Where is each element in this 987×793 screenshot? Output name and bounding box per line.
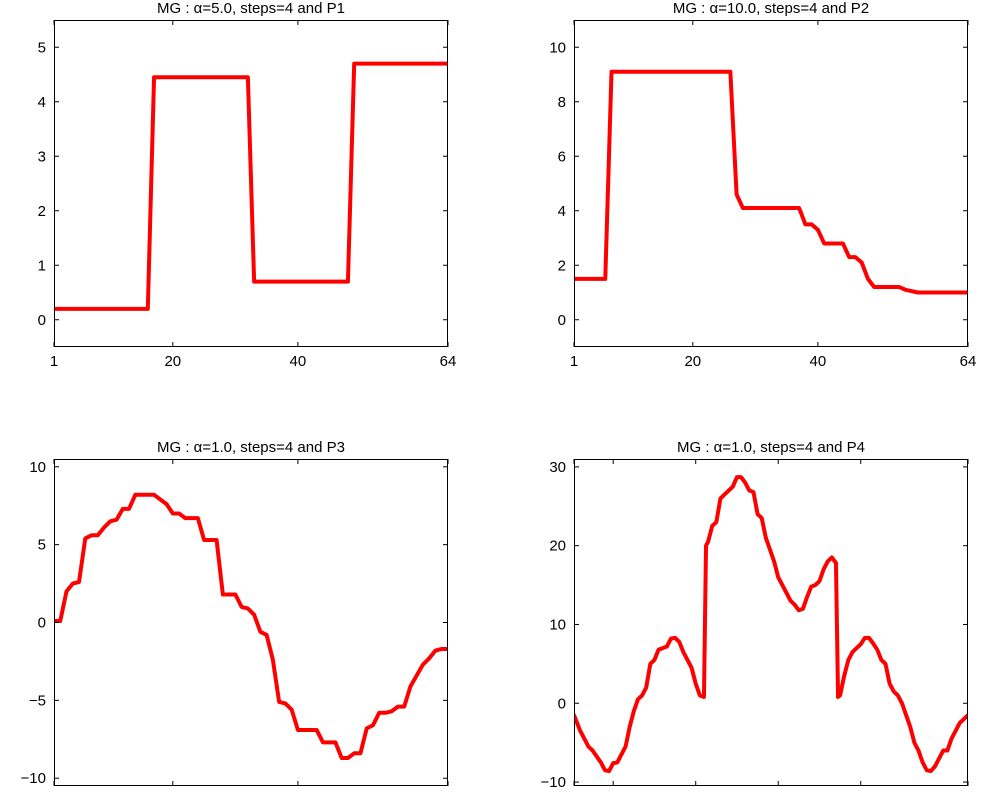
x-tick-label: 1 xyxy=(570,353,578,370)
y-tick-label: 10 xyxy=(549,39,566,56)
y-tick-label: 1 xyxy=(38,257,46,274)
y-tick-label: 8 xyxy=(558,94,566,111)
axes-box xyxy=(574,459,968,786)
y-tick-label: −10 xyxy=(21,770,46,787)
chart-panel-2: MG : α=10.0, steps=4 and P2 1 20 40 64 0 2 4 6 8 1… xyxy=(549,0,976,370)
axes-box xyxy=(54,20,448,347)
y-tick-label: 2 xyxy=(38,203,46,220)
y-tick-label: 20 xyxy=(549,538,566,555)
chart-title: MG : α=1.0, steps=4 and P4 xyxy=(677,439,865,456)
chart-panel-4: MG : α=1.0, steps=4 and P412060100140192… xyxy=(541,439,981,793)
y-tick-label: −5 xyxy=(29,692,46,709)
y-tick-label: 5 xyxy=(38,39,46,56)
y-tick-label: 0 xyxy=(558,312,566,329)
y-tick-label: 0 xyxy=(38,615,46,632)
y-tick-label: 0 xyxy=(558,695,566,712)
y-tick-label: 5 xyxy=(38,537,46,554)
x-tick-label: 20 xyxy=(164,353,181,370)
y-tick-label: 30 xyxy=(549,459,566,476)
x-tick-label: 40 xyxy=(290,353,307,370)
chart-title: MG : α=5.0, steps=4 and P1 xyxy=(157,0,345,17)
chart-panel-1: MG : α=5.0, steps=4 and P1 1 20 40 64 0 1 2 3 4 5 xyxy=(38,0,457,370)
y-tick-label: 10 xyxy=(29,459,46,476)
series-line-1 xyxy=(574,69,968,295)
x-tick-label: 64 xyxy=(960,353,977,370)
axes-box xyxy=(54,459,448,786)
x-tick-label: 1 xyxy=(50,353,58,370)
chart-title: MG : α=1.0, steps=4 and P3 xyxy=(157,439,345,456)
series-line-1 xyxy=(574,475,968,774)
x-tick-label: 40 xyxy=(810,353,827,370)
x-tick-label: 64 xyxy=(440,353,457,370)
y-tick-label: 3 xyxy=(38,148,46,165)
y-tick-label: 6 xyxy=(558,148,566,165)
y-tick-label: 4 xyxy=(38,94,46,111)
chart-panel-3: MG : α=1.0, steps=4 and P31204064−10−505… xyxy=(21,439,457,793)
chart-title: MG : α=10.0, steps=4 and P2 xyxy=(673,0,869,17)
y-tick-label: 4 xyxy=(558,203,566,220)
series-line-1 xyxy=(54,492,448,760)
y-tick-label: 0 xyxy=(38,312,46,329)
y-tick-label: −10 xyxy=(541,774,566,791)
y-tick-label: 2 xyxy=(558,257,566,274)
series-line-1 xyxy=(54,61,448,311)
axes-box xyxy=(574,20,968,347)
y-tick-label: 10 xyxy=(549,616,566,633)
x-tick-label: 20 xyxy=(684,353,701,370)
